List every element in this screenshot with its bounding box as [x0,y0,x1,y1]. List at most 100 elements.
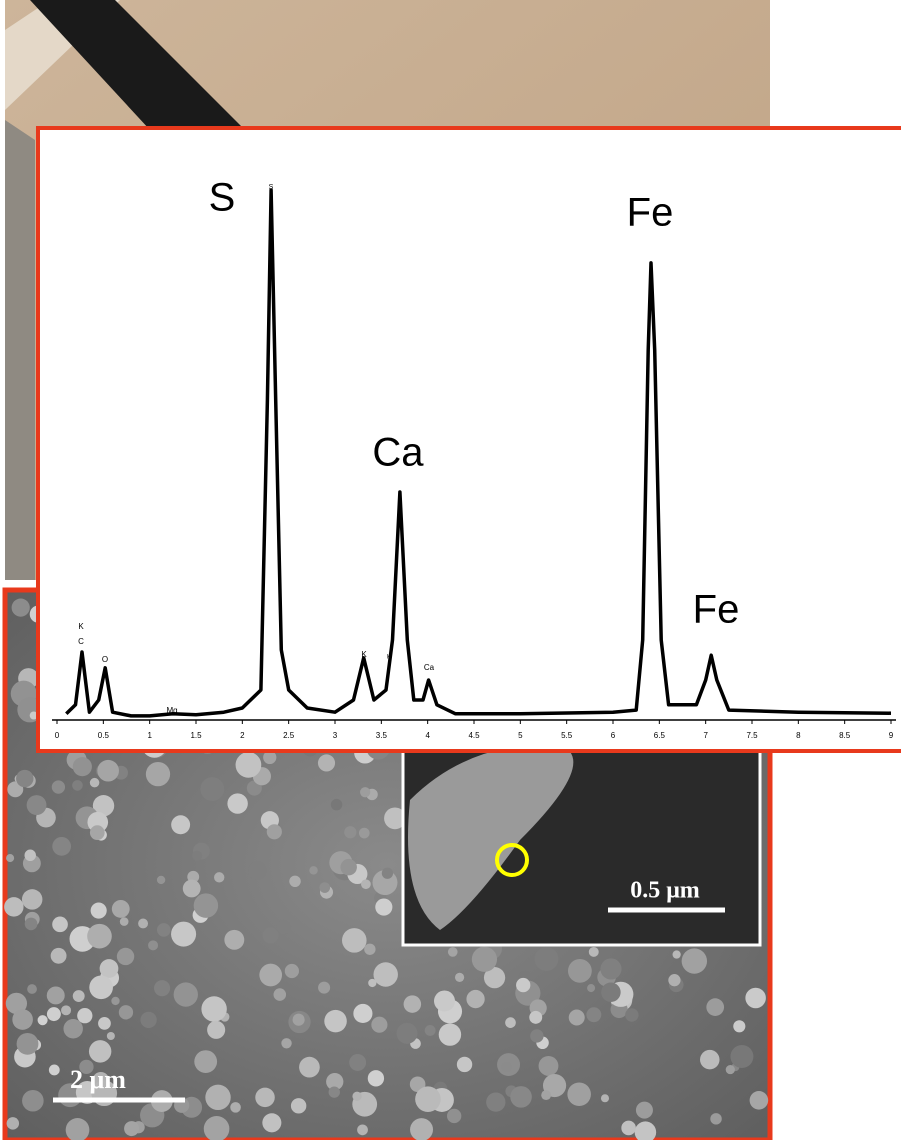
sem-grain [326,1073,344,1091]
sem-grain [11,598,30,617]
sem-grain [352,1091,362,1101]
sem-grain [541,1090,552,1101]
sem-grain [173,982,198,1007]
sem-grain [358,827,370,839]
line-label: Mg [166,706,177,715]
sem-grain [227,793,248,814]
sem-grain [98,1016,111,1030]
sem-grain [601,982,621,1002]
x-tick-label: 5 [518,731,523,740]
inset-scale-label: 0.5 μm [630,878,700,904]
x-tick-label: 4 [425,731,430,740]
sem-grain [72,757,92,777]
sem-grain [538,1055,559,1076]
sem-grain [357,1124,368,1136]
sem-grain [156,875,166,885]
sem-grain [111,899,130,918]
sem-grain [446,1108,462,1124]
sem-grain [733,1020,746,1033]
hose [30,0,245,130]
sem-grain [230,1102,241,1113]
sem-grain [92,795,115,817]
sem-grain [61,1005,72,1016]
sem-grain [27,984,37,994]
sem-grain [730,1044,754,1068]
sem-grain [46,986,65,1005]
sem-grain [529,1010,543,1024]
sem-grain [672,950,681,959]
sem-grain [116,947,135,966]
sem-grain [182,879,201,898]
sem-grain [360,787,371,798]
sem-grain [90,902,107,919]
sem-grain [438,1023,462,1046]
sem-grain [193,893,219,918]
sem-grain [381,867,394,879]
sem-grain [89,777,100,788]
sem-grain [148,940,159,951]
sem-grain [284,963,300,979]
x-tick-label: 1 [147,731,152,740]
inset-marker [495,843,529,877]
sem-grain [324,1009,347,1033]
sem-grain [52,916,68,933]
sem-grain [24,917,38,931]
sem-grain [262,927,279,944]
sem-grain [600,1094,610,1103]
sem-grain [124,1121,140,1137]
sem-grain [48,1064,60,1076]
sem-grain [403,995,422,1013]
sem-grain [262,1113,282,1133]
sem-grain [72,780,83,791]
peak-label: Ca [372,431,424,475]
sem-grain [263,750,277,765]
sem-grain [567,958,592,983]
sem-grain [510,1086,532,1108]
line-label: C [78,637,84,646]
sem-grain [97,759,119,782]
inset-rod [408,744,574,930]
x-tick-label: 1.5 [190,731,202,740]
spectrum-line [65,188,892,718]
sem-grain [214,872,225,883]
sem-grain [745,987,766,1009]
sem-grain [456,1056,473,1073]
sem-grain [568,1009,585,1026]
sem-grain [447,947,458,957]
sem-grain [248,861,267,881]
chart: 0 0.5 1 1.5 2 2.5 3 3.5 4 4.5 5 5.5 6 6.5 7 7.5 8 8.5 9 S Ca… [52,176,896,740]
sem-grain [194,1050,218,1073]
sem-grain [203,1115,230,1142]
line-label: S [269,184,274,191]
sem-grain [588,946,599,957]
sem-grain [119,917,129,926]
sem-grain [681,948,708,974]
sem-grain [145,761,171,787]
sem-grain [26,795,47,815]
sem-grain [299,1056,320,1078]
sem-grain [364,943,376,955]
sem-grain [289,875,301,888]
x-tick-label: 9 [889,731,894,740]
scale-label: 2 μm [70,1065,126,1094]
x-tick-label: 3.5 [376,731,388,740]
sem-grain [6,854,15,863]
x-tick-label: 2.5 [283,731,295,740]
sem-grain [600,958,622,980]
sem-grain [281,1038,292,1049]
sem-grain [89,825,105,841]
sem-grain [635,1101,653,1119]
x-tick-label: 0.5 [98,731,110,740]
sem-grain [319,882,331,893]
sem-grain [99,959,119,978]
sem-grain [396,1022,418,1044]
sem-grain [12,1009,33,1030]
sem-grain [192,850,203,861]
x-tick-label: 7.5 [746,731,758,740]
x-tick-label: 5.5 [561,731,573,740]
sem-grain [4,897,24,917]
sem-grain [111,996,120,1006]
sem-grain [361,879,371,890]
sem-grain [710,1113,722,1125]
